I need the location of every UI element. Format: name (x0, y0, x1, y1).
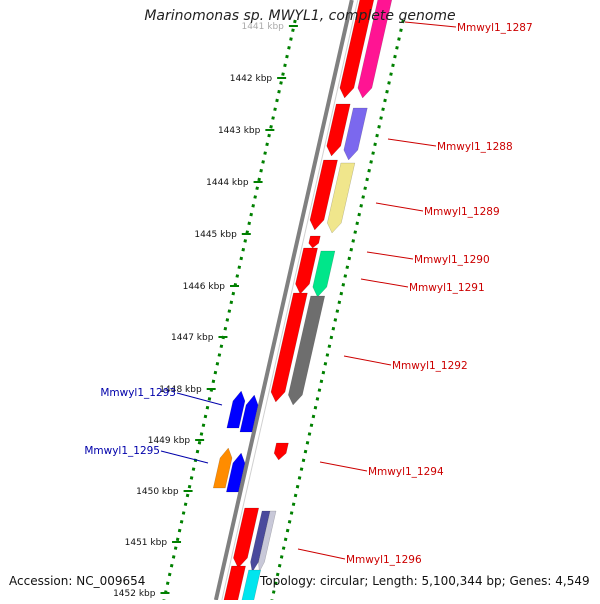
gene-label: Mmwyl1_1292 (392, 360, 468, 372)
gene-label: Mmwyl1_1289 (424, 206, 500, 218)
ruler-tick-label: 1444 kbp (206, 178, 249, 188)
gene-arrow-1296-b (258, 510, 277, 573)
gene-label: Mmwyl1_1287 (457, 22, 533, 34)
gene-label-leader (319, 461, 368, 472)
gene-label-leader (404, 21, 457, 28)
gene-label: Mmwyl1_1290 (414, 254, 490, 266)
ruler-tick-label: 1443 kbp (218, 126, 261, 136)
ruler-line (162, 19, 297, 601)
gene-arrow-1291 (312, 250, 336, 298)
ruler-tick-label: 1442 kbp (230, 74, 273, 84)
ruler-tick-label: 1450 kbp (136, 487, 179, 497)
gene-arrow-1292-cds (270, 292, 308, 403)
gene-label: Mmwyl1_1296 (346, 554, 422, 566)
ruler-tick-label: 1445 kbp (194, 230, 237, 240)
gene-arrow-1297-cds (223, 565, 246, 604)
ruler-tick-label: 1451 kbp (125, 538, 168, 548)
gene-arrow-1297 (241, 569, 262, 604)
gene-label-leader (297, 548, 346, 560)
ruler-tick-label: 1452 kbp (113, 589, 156, 599)
gene-label-leader (387, 138, 437, 147)
gene-arrow-1293-a (226, 390, 246, 429)
backbone-line (213, 0, 354, 601)
ruler-tick-label: 1447 kbp (171, 333, 214, 343)
gene-label: Mmwyl1_1295 (84, 445, 160, 457)
gene-label: Mmwyl1_1291 (409, 282, 485, 294)
topology-text: Topology: circular; Length: 5,100,344 bp… (260, 574, 590, 588)
gene-arrow-1296-cds (233, 507, 260, 569)
accession-text: Accession: NC_009654 (9, 574, 146, 588)
gene-label-leader (375, 202, 424, 212)
backbone-edge (221, 0, 359, 601)
gene-arrow-1291-cds (295, 247, 318, 295)
gene-arrow-1289 (327, 162, 356, 234)
gene-arrow-1289-cds (309, 159, 338, 231)
ruler-line-outer (270, 19, 405, 601)
gene-label-leader (366, 251, 414, 260)
gene-label: Mmwyl1_1288 (437, 141, 513, 153)
map-title: Marinomonas sp. MWYL1, complete genome (144, 8, 456, 24)
gene-arrow-1295-a (212, 447, 233, 489)
gene-arrow-1293 (239, 394, 259, 433)
gene-label-leader (176, 392, 223, 406)
ruler-tick-label: 1448 kbp (159, 385, 202, 395)
gene-label-leader (160, 450, 209, 464)
gene-arrow-1295 (226, 452, 246, 493)
gene-arrow-1287 (357, 0, 393, 99)
ruler-tick-label: 1446 kbp (183, 282, 226, 292)
ruler-tick-label: 1449 kbp (148, 436, 191, 446)
gene-arrow-1290 (308, 235, 321, 249)
gene-arrow-1292 (288, 295, 326, 406)
gene-arrow-1288 (343, 107, 368, 161)
gene-arrow-1296 (250, 510, 271, 573)
ruler-tick-label: 1441 kbp (241, 22, 284, 32)
gene-label: Mmwyl1_1294 (368, 466, 444, 478)
gene-label: Mmwyl1_1293 (100, 387, 176, 399)
gene-arrow-1294 (273, 442, 289, 461)
gene-arrow-1287-cds (339, 0, 375, 99)
gene-label-leader (360, 278, 409, 288)
gene-arrow-1288-cds (326, 103, 351, 157)
gene-label-leader (343, 355, 392, 366)
